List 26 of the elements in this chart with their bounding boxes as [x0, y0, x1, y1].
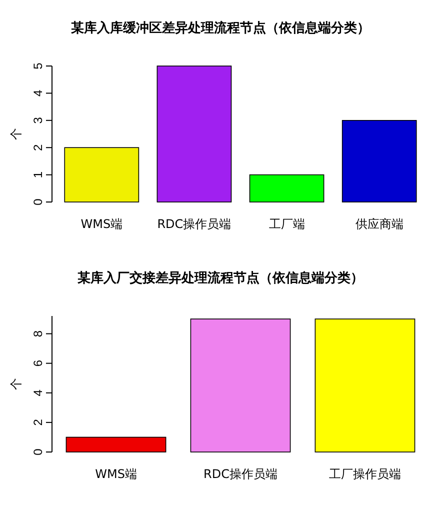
y-tick-label: 5	[31, 62, 45, 70]
y-tick-label: 1	[31, 171, 45, 178]
x-tick-label: 工厂端	[268, 217, 305, 231]
x-tick-label: 供应商端	[355, 217, 404, 231]
y-tick-label: 4	[31, 90, 45, 97]
bar	[342, 120, 417, 202]
y-tick-label: 6	[31, 360, 45, 367]
chart-title: 某库入库缓冲区差异处理流程节点（依信息端分类）	[70, 20, 370, 36]
y-tick-label: 2	[31, 418, 45, 426]
x-tick-label: RDC操作员端	[157, 217, 232, 231]
y-tick-label: 0	[31, 198, 45, 206]
x-tick-label: WMS端	[95, 467, 137, 481]
y-tick-label: 2	[31, 144, 45, 151]
bar	[156, 66, 232, 202]
bar	[64, 147, 140, 202]
y-tick-label: 3	[31, 116, 45, 124]
y-tick-label: 0	[31, 448, 45, 456]
chart-title: 某库入厂交接差异处理流程节点（依信息端分类）	[76, 270, 364, 286]
x-tick-label: 工厂操作员端	[328, 467, 401, 481]
x-tick-label: RDC操作员端	[204, 467, 278, 481]
y-tick-label: 4	[31, 389, 45, 396]
bar	[249, 174, 324, 202]
y-axis-title: 个	[9, 378, 23, 390]
y-tick-label: 8	[31, 330, 45, 338]
y-axis-title: 个	[9, 128, 23, 140]
x-tick-label: WMS端	[80, 217, 123, 231]
